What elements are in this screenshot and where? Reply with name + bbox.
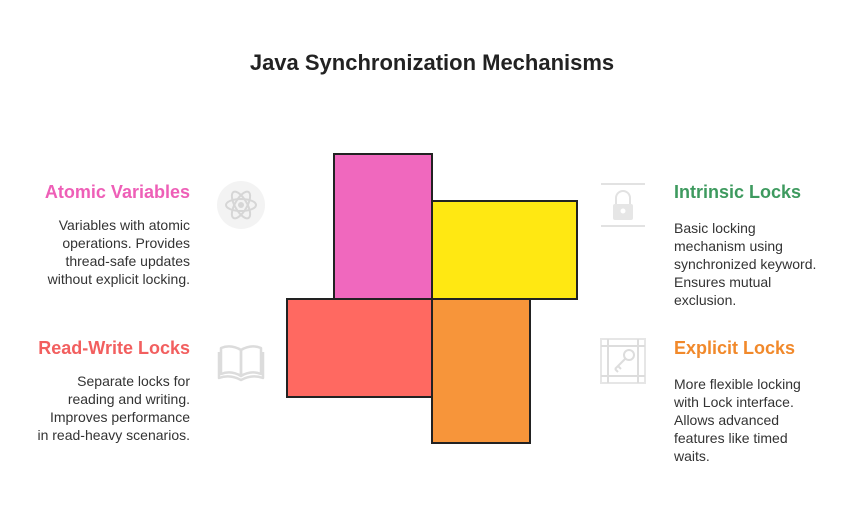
read-write-locks-block bbox=[286, 298, 433, 398]
explicit-locks-heading: Explicit Locks bbox=[674, 338, 796, 358]
atomic-variables-block bbox=[333, 153, 433, 300]
read-write-locks-heading: Read-Write Locks bbox=[38, 338, 190, 358]
intrinsic-locks-description: Basic locking mechanism using synchroniz… bbox=[674, 220, 817, 308]
open-book-icon bbox=[217, 345, 265, 382]
atom-icon bbox=[217, 181, 265, 229]
explicit-locks-description: More flexible locking with Lock interfac… bbox=[674, 376, 801, 464]
diagram-title: Java Synchronization Mechanisms bbox=[249, 50, 615, 75]
explicit-locks-block bbox=[431, 298, 531, 444]
padlock-icon bbox=[601, 183, 645, 227]
atomic-variables-heading: Atomic Variables bbox=[44, 182, 190, 202]
intrinsic-locks-heading: Intrinsic Locks bbox=[674, 182, 802, 202]
intrinsic-locks-block bbox=[431, 200, 578, 300]
key-icon bbox=[600, 338, 646, 384]
atomic-variables-description: Variables with atomic operations. Provid… bbox=[47, 217, 190, 287]
read-write-locks-description: Separate locks for reading and writing. … bbox=[37, 373, 190, 443]
